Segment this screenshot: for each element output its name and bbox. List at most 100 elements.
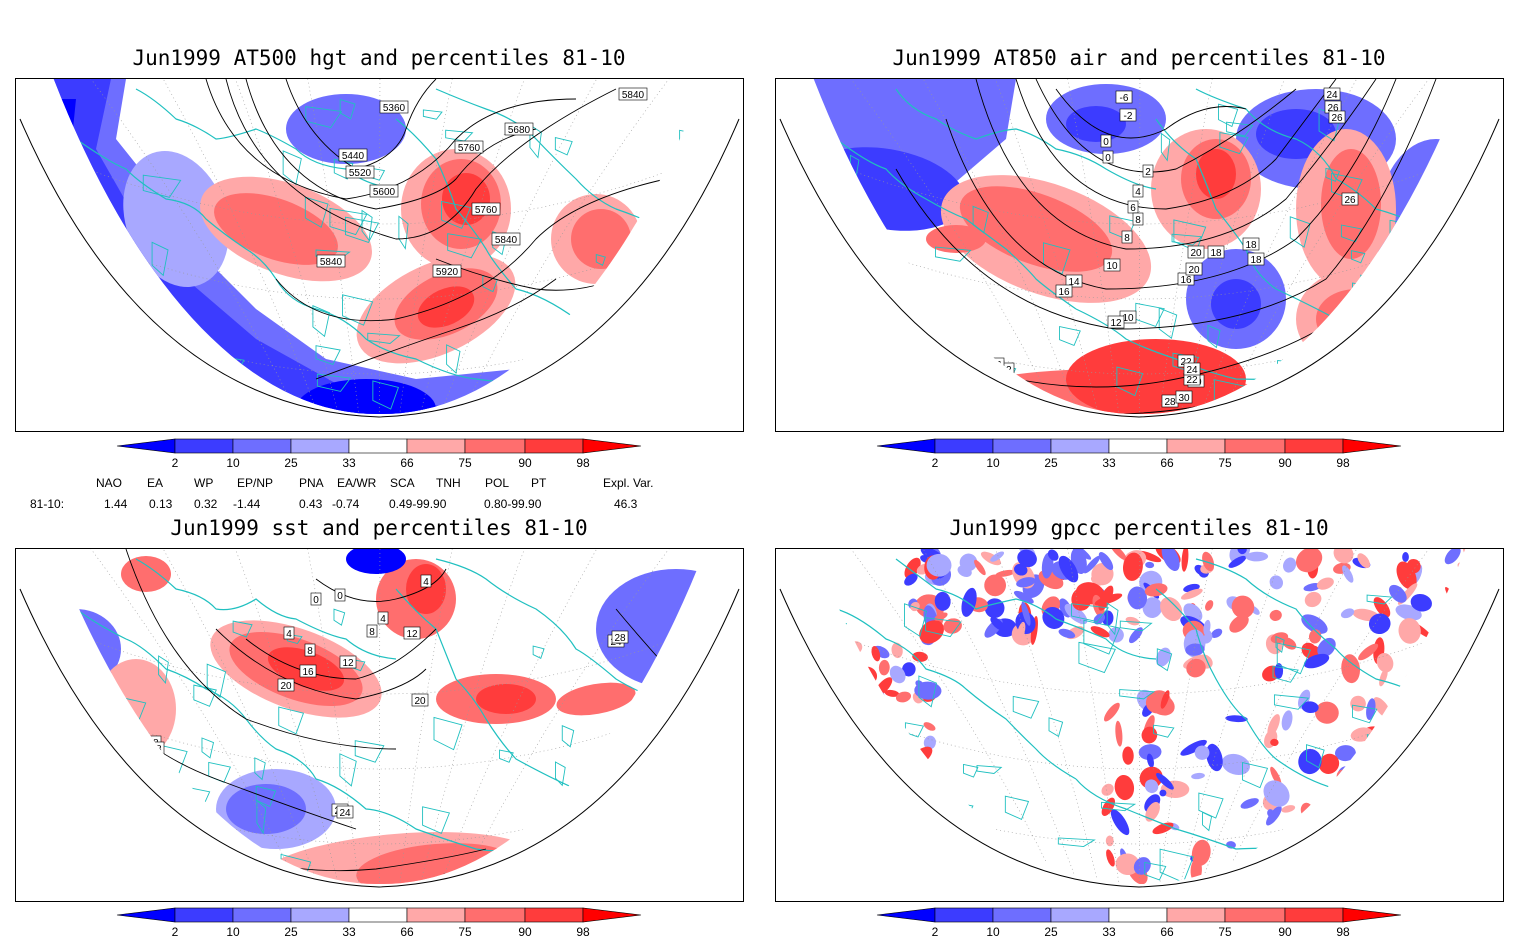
colorbar-svg <box>876 907 1402 923</box>
index-header-pt: PT <box>531 476 547 490</box>
index-header-epnp: EP/NP <box>237 476 274 490</box>
precip-anomaly <box>1101 783 1114 796</box>
anomaly-above-90 <box>1196 149 1236 199</box>
colorbar-arrow-low <box>876 438 936 454</box>
precip-anomaly <box>1267 809 1274 818</box>
anomaly-above-90 <box>406 564 446 614</box>
contour-label: 28 <box>614 633 626 644</box>
colorbar-segment <box>1224 438 1286 454</box>
anomaly-below-10 <box>1066 106 1126 142</box>
precip-anomaly <box>895 691 912 703</box>
colorbar-segment <box>934 438 994 454</box>
precip-anomaly <box>819 639 839 648</box>
anomaly-above-75 <box>959 186 1113 272</box>
precip-anomaly <box>1101 610 1114 626</box>
contour-label-box <box>366 624 378 638</box>
precip-anomaly <box>1245 551 1269 562</box>
colorbar-1: 2 10 25 33 66 75 90 98 <box>115 438 645 478</box>
contour-label-box <box>432 264 462 278</box>
contour-label: 5360 <box>383 103 406 114</box>
precip-anomaly <box>1373 597 1391 618</box>
index-value-explvar: 46.3 <box>614 497 638 511</box>
contour-label-box <box>310 592 322 606</box>
panel-title-gpcc: Jun1999 gpcc percentiles 81-10 <box>949 516 1329 540</box>
precip-anomaly <box>1464 661 1483 680</box>
precip-anomaly <box>779 780 798 797</box>
contour-label-box <box>147 741 165 755</box>
precip-anomaly <box>925 785 936 797</box>
contour-label: 16 <box>1180 275 1192 286</box>
precip-anomaly <box>794 764 812 784</box>
colorbar-label: 2 <box>171 456 179 470</box>
precip-anomaly <box>1142 597 1163 619</box>
contour-label: 14 <box>1068 277 1080 288</box>
contour-label: 4 <box>380 614 386 625</box>
colorbar-svg <box>116 907 642 923</box>
precip-anomaly <box>1313 862 1335 881</box>
contour-label-box <box>369 184 399 198</box>
contour-label: 28 <box>1164 397 1176 408</box>
precip-anomaly <box>1180 739 1207 756</box>
contour-label-box <box>1185 262 1203 276</box>
colorbar-label: 98 <box>1336 456 1350 470</box>
precip-anomaly <box>1237 549 1247 555</box>
colorbar-segment <box>1050 907 1110 923</box>
contour-label: 28 <box>150 744 162 755</box>
index-header-explvar: Expl. Var. <box>603 476 654 490</box>
index-header-pna: PNA <box>299 476 324 490</box>
anomaly-above-75 <box>571 209 631 269</box>
index-value-pol-pt: 0.80-99.90 <box>484 497 542 511</box>
contour-label: 5840 <box>320 257 343 268</box>
map-boundary <box>779 118 1500 418</box>
index-header-tnh: TNH <box>436 476 461 490</box>
contour-label-box <box>1247 252 1265 266</box>
contour-label: 4 <box>1135 187 1141 198</box>
precip-anomaly <box>1013 590 1034 604</box>
precip-anomaly <box>1159 789 1167 797</box>
precip-anomaly <box>1098 552 1114 571</box>
contour-label-box <box>611 630 629 644</box>
contour-label: 24 <box>1186 365 1198 376</box>
precip-anomaly <box>776 757 786 778</box>
contour-label-box <box>304 643 316 657</box>
contour-label: 8 <box>369 627 375 638</box>
contour-label: 4 <box>423 577 429 588</box>
contour-label-box <box>334 588 346 602</box>
contour-label: 8 <box>1135 215 1141 226</box>
map-clip-group <box>776 549 1503 885</box>
contour-label: 12 <box>1110 318 1122 329</box>
precip-anomaly <box>891 642 903 659</box>
colorbar-segment <box>290 438 350 454</box>
precip-anomaly <box>784 657 795 676</box>
precip-anomaly <box>1127 586 1148 610</box>
colorbar-label: 66 <box>400 925 414 939</box>
contour-label: 10 <box>1122 313 1134 324</box>
precip-anomaly <box>786 694 795 704</box>
precip-anomaly <box>1318 753 1340 775</box>
precip-anomaly <box>1269 575 1284 590</box>
contour-label: 30 <box>1178 393 1190 404</box>
precip-anomaly <box>779 632 799 653</box>
precip-anomaly <box>1145 801 1160 822</box>
precip-anomaly <box>1156 773 1174 790</box>
colorbar-label: 75 <box>1218 456 1232 470</box>
precip-anomaly <box>844 656 856 675</box>
contour-label: 26 <box>1344 195 1356 206</box>
anomaly-above-90 <box>417 286 475 328</box>
precip-anomaly <box>995 569 1016 577</box>
colorbar-label: 66 <box>1160 456 1174 470</box>
map-clip-group: -6-2002468810101212141616161818182020202… <box>776 79 1503 415</box>
precip-anomaly <box>1231 595 1255 619</box>
precip-anomaly <box>891 783 913 806</box>
precip-anomaly <box>1405 671 1431 684</box>
precip-anomaly <box>780 787 798 806</box>
precip-anomaly <box>904 557 921 579</box>
colorbar-label: 25 <box>284 456 298 470</box>
precip-anomaly <box>1114 774 1135 801</box>
colorbar-segment <box>290 907 350 923</box>
precip-anomaly <box>959 553 978 572</box>
contour-label: 10 <box>1106 261 1118 272</box>
contour-label: 24 <box>339 808 351 819</box>
precip-anomaly <box>787 684 807 704</box>
precip-anomaly <box>906 792 930 809</box>
